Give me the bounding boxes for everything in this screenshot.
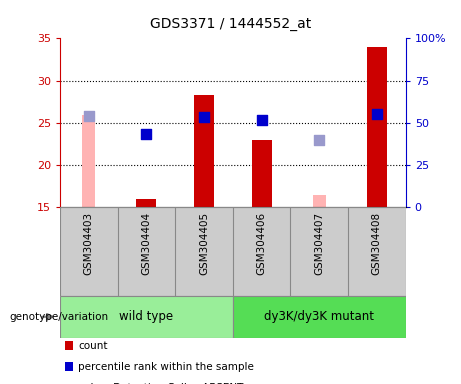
Text: GSM304407: GSM304407 bbox=[314, 212, 324, 275]
Bar bbox=[194, 95, 214, 207]
Point bbox=[373, 111, 381, 118]
Bar bbox=[252, 140, 272, 207]
Text: GSM304403: GSM304403 bbox=[84, 212, 94, 275]
Text: count: count bbox=[78, 341, 108, 351]
Point bbox=[258, 116, 266, 122]
Point bbox=[85, 113, 92, 119]
Text: dy3K/dy3K mutant: dy3K/dy3K mutant bbox=[264, 310, 374, 323]
Text: wild type: wild type bbox=[119, 310, 173, 323]
Text: GSM304406: GSM304406 bbox=[257, 212, 266, 275]
Bar bbox=[136, 199, 156, 207]
Bar bbox=[83, 115, 95, 207]
Text: value, Detection Call = ABSENT: value, Detection Call = ABSENT bbox=[78, 383, 244, 384]
Text: genotype/variation: genotype/variation bbox=[9, 312, 108, 322]
Text: GSM304405: GSM304405 bbox=[199, 212, 209, 275]
Point bbox=[315, 137, 323, 143]
Point bbox=[142, 131, 150, 137]
Text: GDS3371 / 1444552_at: GDS3371 / 1444552_at bbox=[150, 17, 311, 31]
Bar bbox=[60, 296, 233, 338]
Bar bbox=[367, 47, 387, 207]
Bar bbox=[233, 296, 406, 338]
Text: GSM304404: GSM304404 bbox=[142, 212, 151, 275]
Text: GSM304408: GSM304408 bbox=[372, 212, 382, 275]
Point bbox=[200, 114, 207, 120]
Bar bbox=[313, 195, 325, 207]
Text: percentile rank within the sample: percentile rank within the sample bbox=[78, 362, 254, 372]
